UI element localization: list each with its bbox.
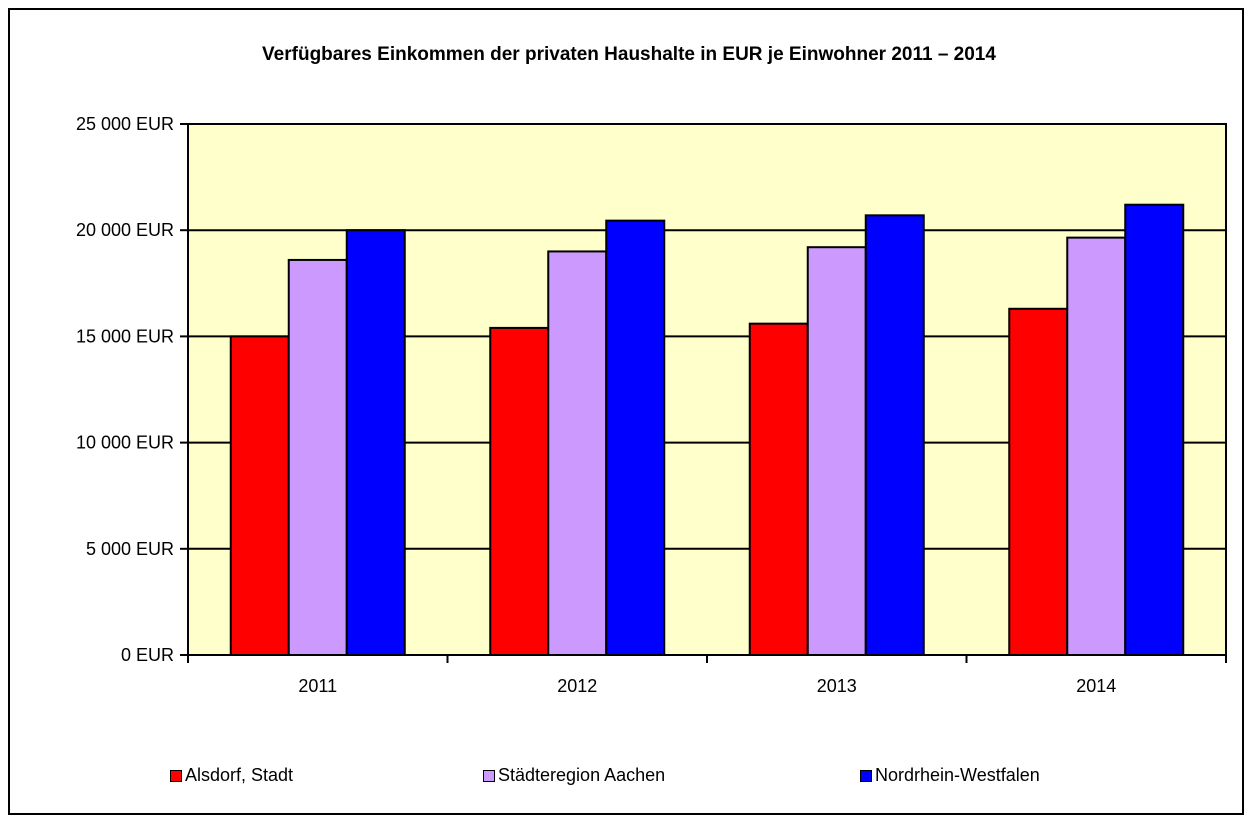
bar xyxy=(1066,236,1127,656)
legend-item-staedteregion: Städteregion Aachen xyxy=(483,765,665,786)
bar xyxy=(748,322,809,656)
bar xyxy=(605,219,666,656)
legend-label-alsdorf: Alsdorf, Stadt xyxy=(185,765,294,785)
x-tick-label: 2011 xyxy=(298,676,337,696)
bar xyxy=(229,335,290,656)
x-tick-label: 2012 xyxy=(557,676,597,696)
bar xyxy=(287,258,348,656)
y-tick-label: 15 000 EUR xyxy=(76,326,174,346)
plot-border xyxy=(187,123,1227,656)
legend-item-nrw: Nordrhein-Westfalen xyxy=(860,765,1040,786)
legend-label-nrw: Nordrhein-Westfalen xyxy=(875,765,1040,785)
y-tick-label: 20 000 EUR xyxy=(76,220,174,240)
y-tick-label: 10 000 EUR xyxy=(76,433,174,453)
bar xyxy=(864,214,925,656)
x-tick-label: 2013 xyxy=(817,676,857,696)
y-tick-label: 25 000 EUR xyxy=(76,114,174,134)
y-tick-label: 5 000 EUR xyxy=(86,539,174,559)
legend-swatch-alsdorf xyxy=(170,769,182,782)
bar xyxy=(806,246,867,657)
bar xyxy=(1008,307,1069,656)
y-tick-label: 0 EUR xyxy=(121,645,174,665)
legend-swatch-nrw xyxy=(860,769,872,782)
chart-title: Verfügbares Einkommen der privaten Haush… xyxy=(262,44,996,65)
bar xyxy=(489,326,550,656)
legend-swatch-staedteregion xyxy=(483,769,495,782)
bar xyxy=(1124,203,1185,656)
legend: Alsdorf, Stadt Städteregion Aachen Nordr… xyxy=(0,765,1258,795)
legend-item-alsdorf: Alsdorf, Stadt xyxy=(170,765,293,786)
x-tick-label: 2014 xyxy=(1076,676,1116,696)
legend-label-staedteregion: Städteregion Aachen xyxy=(498,765,666,785)
bar xyxy=(345,229,406,656)
bar xyxy=(547,250,608,656)
